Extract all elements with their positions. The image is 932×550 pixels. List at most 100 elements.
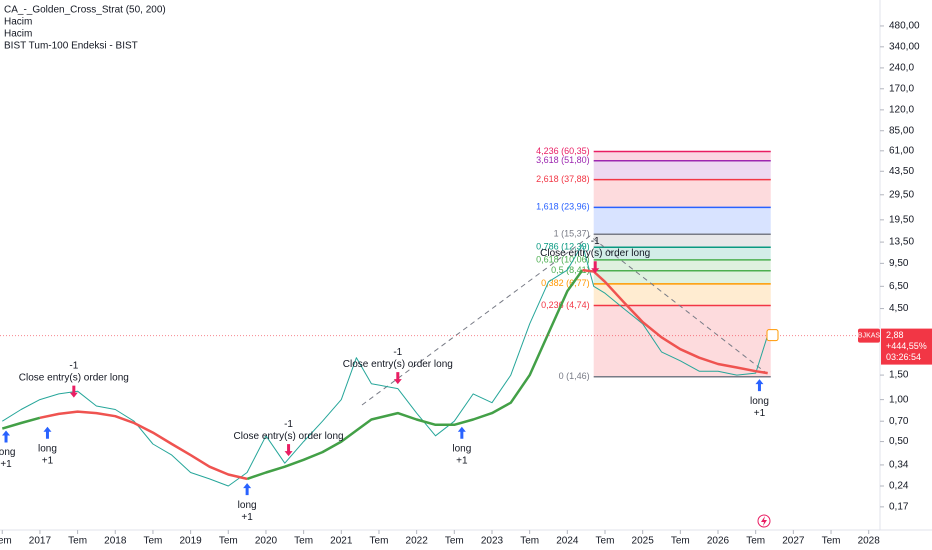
fib-label: 0 (1,46) <box>559 371 590 381</box>
y-tick-label: 6,50 <box>889 281 909 292</box>
fib-band <box>593 207 771 235</box>
x-tick-label: 2022 <box>406 536 429 547</box>
signal-label: Close entry(s) order long <box>19 372 129 383</box>
x-tick-label: Tem <box>143 536 162 547</box>
x-tick-label: Tem <box>520 536 539 547</box>
long-arrow <box>43 426 52 439</box>
y-tick-label: 0,70 <box>889 416 909 427</box>
x-tick-label: 2019 <box>179 536 202 547</box>
close-arrow <box>591 261 600 274</box>
legend-line: Hacim <box>4 17 32 28</box>
y-tick-label: 170,0 <box>889 83 914 94</box>
fib-label: 1,618 (23,96) <box>536 202 590 212</box>
fib-label: 0,382 (6,77) <box>541 278 590 288</box>
series-line <box>39 268 768 481</box>
x-tick-label: Tem <box>746 536 765 547</box>
signal-label: long <box>238 500 257 511</box>
y-tick-label: 19,50 <box>889 214 914 225</box>
signal-qty: +1 <box>456 455 468 466</box>
signal-label: Close entry(s) order long <box>234 431 344 442</box>
fib-band <box>593 283 771 306</box>
y-tick-label: 0,24 <box>889 481 909 492</box>
close-arrow <box>284 444 293 457</box>
x-tick-label: 2018 <box>104 536 127 547</box>
fib-label: 3,618 (51,80) <box>536 155 590 165</box>
y-tick-label: 340,00 <box>889 41 920 52</box>
price-tag-text: +444,55% <box>886 341 927 351</box>
legend: CA_-_Golden_Cross_Strat (50, 200) Hacim … <box>4 5 166 52</box>
legend-line: BIST Tum-100 Endeksi - BIST <box>4 41 138 52</box>
symbol-tag-text: BJKAS <box>858 332 881 339</box>
fib-label: 0,236 (4,74) <box>541 300 590 310</box>
y-tick-label: 61,00 <box>889 145 914 156</box>
signal-label: Close entry(s) order long <box>540 248 650 259</box>
signal-label: long <box>452 443 471 454</box>
long-arrow <box>243 483 252 496</box>
x-tick-label: Tem <box>294 536 313 547</box>
y-tick-label: 29,50 <box>889 189 914 200</box>
x-tick-label: 2023 <box>481 536 504 547</box>
price-tag-text: 03:26:54 <box>886 352 921 362</box>
x-tick-label: Tem <box>370 536 389 547</box>
long-arrow <box>755 379 764 392</box>
fib-band <box>593 160 771 180</box>
signal-qty: +1 <box>241 512 253 523</box>
fib-label: 1 (15,37) <box>554 229 590 239</box>
series-line <box>1 269 584 481</box>
x-tick-label: 2028 <box>858 536 881 547</box>
fib-band <box>593 270 771 284</box>
fib-label: 0,786 (12,39) <box>536 242 590 252</box>
fib-band <box>593 151 771 161</box>
x-tick-label: Tem <box>445 536 464 547</box>
signal-qty: +1 <box>0 459 12 470</box>
signal-label: long <box>750 396 769 407</box>
x-tick-label: Tem <box>596 536 615 547</box>
signal-qty: -1 <box>393 347 402 358</box>
x-tick-label: 2026 <box>707 536 730 547</box>
y-tick-label: 43,50 <box>889 166 914 177</box>
fib-label: 2,618 (37,88) <box>536 174 590 184</box>
x-tick-label: Tem <box>68 536 87 547</box>
series-line <box>2 243 769 487</box>
y-tick-label: 0,50 <box>889 436 909 447</box>
signal-qty: +1 <box>42 455 54 466</box>
x-tick-label: 2021 <box>330 536 353 547</box>
dividend-flag <box>766 329 779 342</box>
fib-band <box>593 247 771 260</box>
legend-line: CA_-_Golden_Cross_Strat (50, 200) <box>4 5 166 16</box>
x-tick-label: Tem <box>0 536 12 547</box>
signal-label: long <box>38 443 57 454</box>
price-tag <box>881 328 932 365</box>
y-tick-label: 4,50 <box>889 303 909 314</box>
symbol-tag <box>858 328 880 343</box>
close-arrow <box>393 372 402 385</box>
fib-band <box>593 234 771 248</box>
x-tick-label: 2027 <box>782 536 805 547</box>
fib-label: 4,236 (60,35) <box>536 146 590 156</box>
fib-band <box>593 305 771 377</box>
y-tick-label: 1,50 <box>889 370 909 381</box>
y-tick-label: 0,17 <box>889 502 909 513</box>
signal-qty: -1 <box>591 236 600 247</box>
x-tick-label: 2024 <box>556 536 579 547</box>
trend-line <box>361 235 766 406</box>
signal-qty: -1 <box>284 419 293 430</box>
fib-band <box>593 179 771 208</box>
signal-label: long <box>0 447 15 458</box>
fib-layer: 4,236 (60,35)3,618 (51,80) 2,618 (37,88) 1… <box>536 146 771 381</box>
y-tick-label: 240,0 <box>889 63 914 74</box>
y-tick-label: 480,00 <box>889 21 920 32</box>
fib-label: 0,5 (8,41) <box>551 265 590 275</box>
x-tick-label: 2020 <box>255 536 278 547</box>
x-tick-label: Tem <box>219 536 238 547</box>
fib-band <box>593 259 771 271</box>
y-tick-label: 0,34 <box>889 460 909 471</box>
y-tick-label: 9,50 <box>889 258 909 269</box>
y-tick-label: 13,50 <box>889 237 914 248</box>
flash-icon[interactable] <box>761 516 767 526</box>
x-tick-label: 2025 <box>632 536 655 547</box>
y-tick-label: 120,0 <box>889 104 914 115</box>
